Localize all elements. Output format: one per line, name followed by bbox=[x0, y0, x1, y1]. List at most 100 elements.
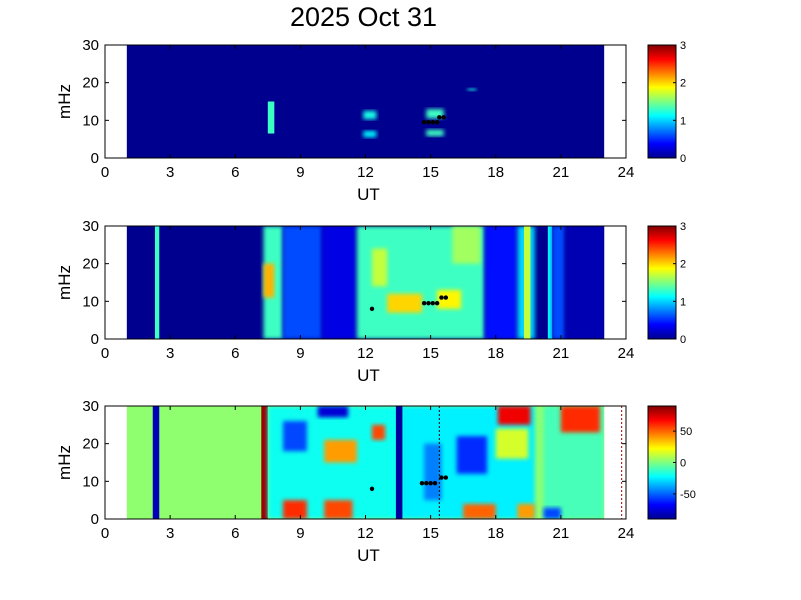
x-axis-label: UT bbox=[357, 546, 380, 565]
heatmap-cell bbox=[547, 226, 553, 339]
x-tick-label: 12 bbox=[357, 164, 374, 181]
heatmap-cell bbox=[387, 293, 422, 313]
x-tick-label: 21 bbox=[553, 525, 570, 542]
x-tick-label: 6 bbox=[231, 345, 239, 362]
y-tick-label: 20 bbox=[82, 436, 99, 453]
marker-point bbox=[434, 301, 440, 306]
y-tick-label: 30 bbox=[82, 37, 99, 54]
colorbar-tick-label: 2 bbox=[680, 259, 686, 271]
x-tick-label: 24 bbox=[618, 525, 635, 542]
heatmap-cell bbox=[426, 129, 444, 137]
marker-point bbox=[439, 295, 444, 300]
x-tick-label: 6 bbox=[231, 525, 239, 542]
heatmap-cell bbox=[283, 421, 307, 452]
heatmap-cell bbox=[324, 439, 357, 463]
marker-point bbox=[426, 120, 431, 125]
colorbar-tick-label: -50 bbox=[680, 489, 696, 501]
marker-point bbox=[421, 120, 427, 125]
heatmap bbox=[126, 226, 605, 339]
heatmap-cell bbox=[267, 101, 275, 134]
heatmap-cell bbox=[283, 226, 323, 339]
colorbar-tick-label: 3 bbox=[680, 40, 686, 52]
colorbar-gradient bbox=[647, 405, 677, 520]
colorbar: 0 1 2 3 bbox=[647, 40, 686, 165]
y-axis-label: mHz bbox=[55, 445, 74, 480]
x-tick-label: 15 bbox=[422, 345, 439, 362]
heatmap-cell bbox=[552, 226, 566, 339]
colorbar: 0 1 2 3 bbox=[647, 221, 686, 346]
colorbar-tick-label: 0 bbox=[680, 458, 686, 470]
y-tick-label: 10 bbox=[82, 112, 99, 129]
marker-point bbox=[369, 486, 375, 492]
heatmap-cell bbox=[317, 406, 349, 418]
heatmap-cell bbox=[363, 110, 377, 120]
x-tick-label: 12 bbox=[357, 525, 374, 542]
heatmap-cell bbox=[261, 406, 268, 519]
x-tick-label: 3 bbox=[166, 164, 174, 181]
chart-title: 2025 Oct 31 bbox=[289, 2, 438, 32]
heatmap-background bbox=[126, 45, 605, 158]
marker-point bbox=[430, 301, 435, 306]
marker-point bbox=[432, 481, 438, 486]
heatmap-cell bbox=[263, 263, 275, 298]
x-tick-label: 21 bbox=[553, 164, 570, 181]
heatmap-cell bbox=[372, 424, 386, 440]
heatmap-cell bbox=[484, 226, 518, 339]
heatmap-cell bbox=[152, 406, 160, 519]
colorbar-tick-label: 2 bbox=[680, 78, 686, 90]
y-tick-label: 0 bbox=[91, 331, 99, 348]
y-tick-label: 0 bbox=[91, 511, 99, 528]
marker-point bbox=[421, 301, 427, 306]
x-tick-label: 15 bbox=[422, 164, 439, 181]
x-axis-label: UT bbox=[357, 366, 380, 385]
heatmap-cell bbox=[543, 507, 561, 519]
heatmap-cell bbox=[363, 130, 377, 138]
y-axis-label: mHz bbox=[55, 84, 74, 119]
panel-3: 0 3 6 9 12 15 18 21 24 0 10 20 30 UT mHz 50 0 -50 bbox=[55, 398, 696, 565]
y-tick-label: 20 bbox=[82, 75, 99, 92]
x-tick-label: 0 bbox=[101, 345, 109, 362]
x-tick-label: 12 bbox=[357, 345, 374, 362]
marker-point bbox=[437, 115, 442, 120]
heatmap-cell bbox=[154, 226, 160, 339]
heatmap-cell bbox=[395, 406, 403, 519]
marker-point bbox=[443, 475, 449, 480]
colorbar-tick-label: 1 bbox=[680, 115, 686, 127]
y-axis-label: mHz bbox=[55, 265, 74, 300]
heatmap-cell bbox=[560, 406, 600, 433]
colorbar-gradient bbox=[647, 225, 677, 340]
heatmap-cell bbox=[565, 226, 605, 339]
heatmap bbox=[126, 45, 605, 158]
heatmap-cell bbox=[495, 428, 529, 459]
y-tick-label: 0 bbox=[91, 150, 99, 167]
marker-point bbox=[441, 115, 446, 120]
heatmap-cell bbox=[517, 503, 535, 519]
heatmap-cell bbox=[452, 226, 481, 264]
marker-point bbox=[419, 481, 425, 486]
y-tick-label: 30 bbox=[82, 218, 99, 235]
x-tick-label: 9 bbox=[296, 164, 304, 181]
x-tick-label: 0 bbox=[101, 164, 109, 181]
x-tick-label: 9 bbox=[296, 525, 304, 542]
colorbar-tick-label: 0 bbox=[680, 153, 686, 165]
x-tick-label: 0 bbox=[101, 525, 109, 542]
x-tick-label: 3 bbox=[166, 345, 174, 362]
colorbar: 50 0 -50 bbox=[647, 405, 696, 520]
x-tick-label: 18 bbox=[487, 525, 504, 542]
x-tick-label: 18 bbox=[487, 345, 504, 362]
colorbar-tick-label: 1 bbox=[680, 296, 686, 308]
y-tick-label: 10 bbox=[82, 473, 99, 490]
colorbar-gradient bbox=[647, 44, 677, 159]
heatmap-cell bbox=[463, 503, 496, 519]
marker-point bbox=[424, 481, 429, 486]
heatmap-cell bbox=[467, 88, 477, 91]
marker-point bbox=[428, 481, 433, 486]
marker-point bbox=[430, 120, 435, 125]
colorbar-tick-label: 50 bbox=[680, 426, 692, 438]
marker-point bbox=[439, 475, 444, 480]
x-tick-label: 3 bbox=[166, 525, 174, 542]
x-tick-label: 9 bbox=[296, 345, 304, 362]
marker-point bbox=[426, 301, 431, 306]
y-tick-label: 30 bbox=[82, 398, 99, 415]
